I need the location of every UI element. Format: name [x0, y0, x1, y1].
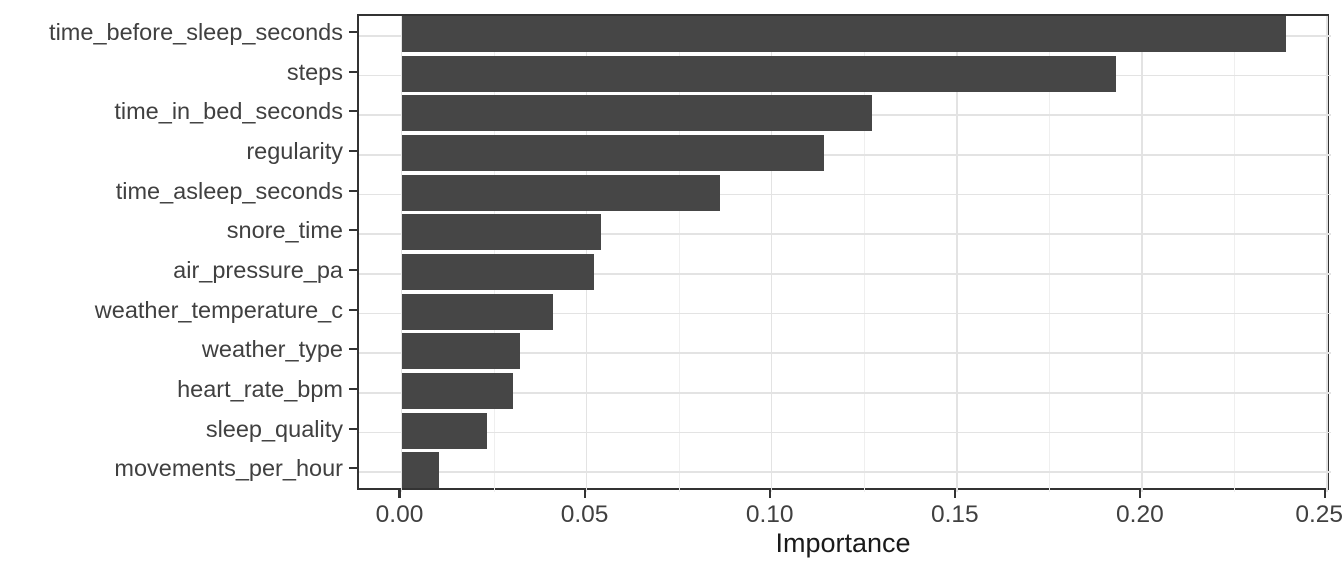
bar-time_in_bed_seconds: [401, 95, 872, 132]
y-tick-mark: [349, 427, 357, 430]
y-tick-mark: [349, 308, 357, 311]
y-tick-mark: [349, 189, 357, 192]
gridline-minor-vertical: [1048, 16, 1050, 492]
bar-weather_type: [401, 333, 520, 370]
x-tick-mark: [398, 490, 401, 498]
y-tick-label: movements_per_hour: [114, 455, 343, 482]
x-tick-label: 0.05: [560, 501, 609, 528]
gridline-major-horizontal: [359, 352, 1331, 354]
gridline-major-horizontal: [359, 233, 1331, 235]
x-tick-label: 0.20: [1116, 501, 1164, 528]
bar-time_asleep_seconds: [401, 174, 720, 211]
bar-heart_rate_bpm: [401, 372, 513, 409]
gridline-major-horizontal: [359, 193, 1331, 196]
y-tick-label: time_asleep_seconds: [115, 177, 343, 204]
y-tick-label: weather_temperature_c: [94, 296, 343, 323]
x-tick-label: 0.15: [930, 501, 979, 528]
bar-time_before_sleep_seconds: [401, 15, 1287, 52]
y-tick-label: time_before_sleep_seconds: [49, 18, 343, 45]
bar-steps: [401, 55, 1116, 92]
x-tick-mark: [1323, 490, 1327, 498]
x-tick-label: 0.25: [1295, 501, 1343, 528]
bar-regularity: [401, 134, 824, 171]
y-tick-label: time_in_bed_seconds: [114, 98, 343, 125]
x-axis-title: Importance: [775, 528, 911, 558]
bar-air_pressure_pa: [401, 253, 594, 290]
y-tick-mark: [349, 149, 357, 153]
x-tick-mark: [583, 490, 586, 498]
x-tick-mark: [953, 490, 956, 498]
y-tick-mark: [349, 268, 357, 272]
bar-weather_temperature_c: [401, 293, 554, 330]
x-tick-mark: [1138, 490, 1141, 498]
y-tick-label: weather_type: [201, 336, 343, 363]
plot-panel: [357, 14, 1331, 492]
x-tick-label: 0.00: [375, 501, 424, 528]
y-tick-label: sleep_quality: [205, 415, 343, 442]
bar-snore_time: [401, 214, 602, 251]
gridline-major-horizontal: [359, 154, 1331, 156]
y-tick-label: steps: [286, 58, 343, 85]
y-tick-mark: [349, 110, 357, 113]
bar-movements_per_hour: [401, 452, 439, 489]
gridline-major-vertical: [1326, 16, 1328, 492]
gridline-minor-vertical: [678, 16, 680, 492]
y-tick-mark: [349, 229, 357, 232]
gridline-minor-vertical: [1233, 16, 1235, 492]
y-tick-mark: [349, 467, 357, 470]
y-tick-mark: [349, 70, 357, 73]
y-tick-label: regularity: [246, 137, 343, 164]
gridline-major-horizontal: [359, 392, 1331, 394]
gridline-major-horizontal: [359, 273, 1331, 275]
gridline-major-horizontal: [359, 471, 1331, 473]
gridline-major-vertical: [770, 16, 773, 492]
bar-sleep_quality: [401, 412, 487, 449]
y-tick-mark: [349, 30, 357, 34]
x-tick-label: 0.10: [745, 501, 794, 528]
gridline-major-horizontal: [359, 431, 1331, 434]
x-tick-mark: [768, 490, 771, 498]
gridline-major-vertical: [956, 16, 958, 492]
gridline-major-horizontal: [359, 312, 1331, 315]
gridline-major-vertical: [1141, 16, 1143, 492]
y-tick-label: heart_rate_bpm: [177, 375, 343, 402]
gridline-minor-vertical: [863, 16, 865, 492]
y-tick-mark: [349, 348, 357, 351]
y-tick-label: air_pressure_pa: [173, 256, 343, 283]
y-tick-mark: [349, 387, 357, 391]
y-tick-label: snore_time: [226, 217, 343, 244]
